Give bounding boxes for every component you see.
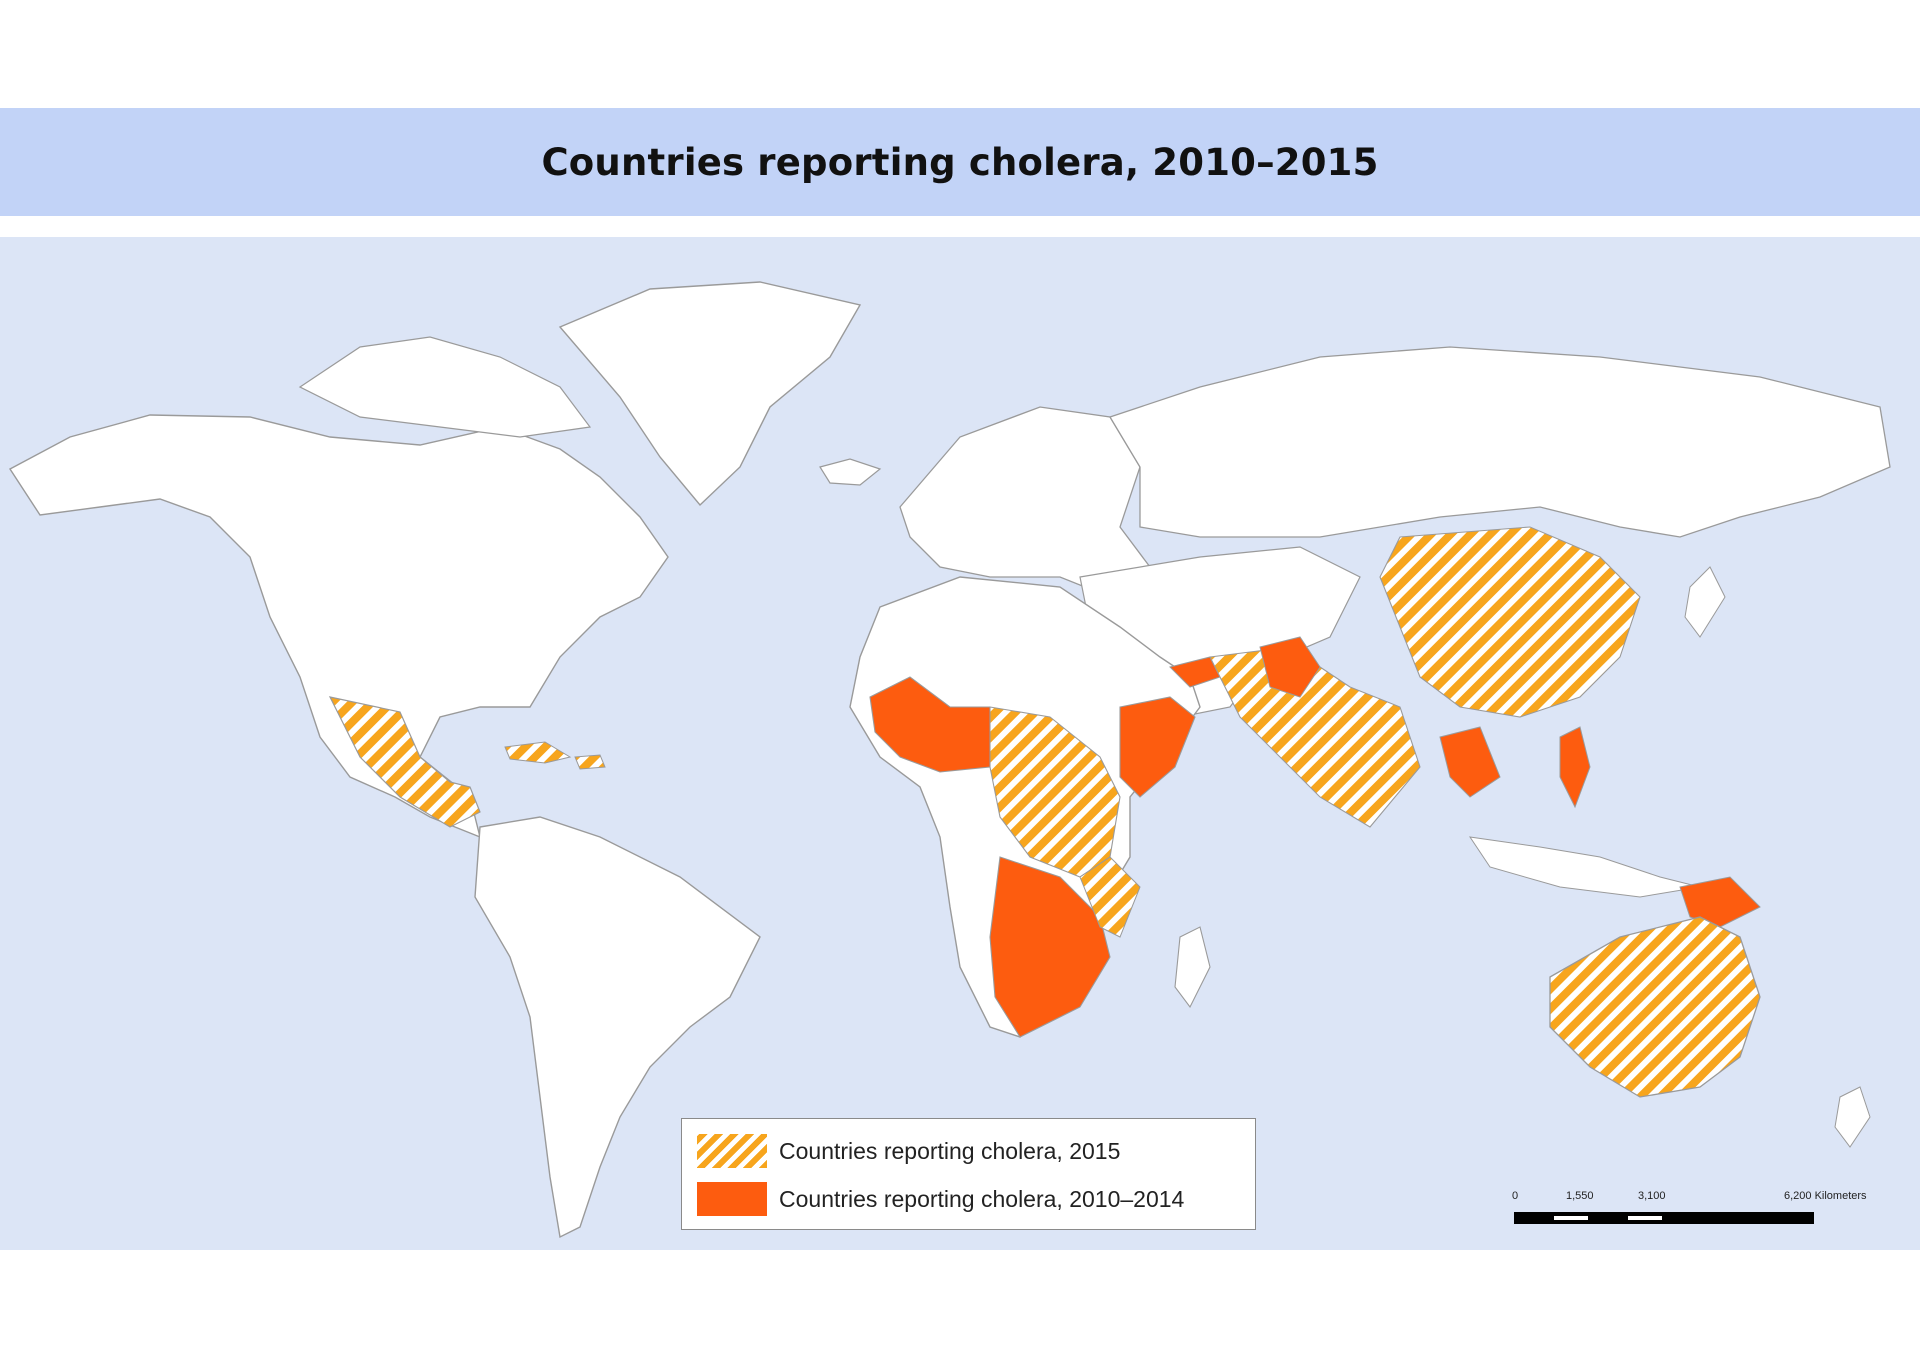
legend-label: Countries reporting cholera, 2010–2014 xyxy=(779,1185,1185,1212)
scale-tick: 1,550 xyxy=(1566,1190,1594,1202)
map-panel xyxy=(0,237,1920,1250)
scale-bar: 0 1,550 3,100 6,200 Kilometers xyxy=(1508,1190,1868,1230)
mexico xyxy=(328,696,481,828)
scale-tick: 6,200 Kilometers xyxy=(1784,1190,1867,1202)
southeast-asia xyxy=(1439,726,1501,798)
scale-bar-graphic xyxy=(1514,1212,1814,1224)
east-africa xyxy=(1119,696,1196,798)
world-map xyxy=(8,281,1891,1239)
legend-item-2010-2014: Countries reporting cholera, 2010–2014 xyxy=(697,1181,1184,1217)
new-zealand xyxy=(1834,1086,1871,1148)
europe xyxy=(899,406,1151,598)
papua-new-guinea xyxy=(1679,876,1761,928)
indonesia xyxy=(1468,836,1701,898)
scale-bar-ticks: 0 1,550 3,100 6,200 Kilometers xyxy=(1508,1190,1868,1206)
solid-swatch-icon xyxy=(697,1182,767,1216)
hispaniola xyxy=(574,754,606,770)
scale-tick: 3,100 xyxy=(1638,1190,1666,1202)
title-band: Countries reporting cholera, 2010–2015 xyxy=(0,108,1920,216)
hatched-swatch-icon xyxy=(697,1134,767,1168)
scale-bar-segment xyxy=(1628,1216,1662,1220)
japan xyxy=(1684,566,1726,638)
legend-item-2015: Countries reporting cholera, 2015 xyxy=(697,1133,1120,1169)
iceland xyxy=(819,458,882,486)
north-america xyxy=(8,414,669,839)
caribbean xyxy=(504,741,572,764)
madagascar xyxy=(1174,926,1211,1009)
china xyxy=(1379,526,1641,718)
south-america xyxy=(474,816,761,1239)
legend-label: Countries reporting cholera, 2015 xyxy=(779,1137,1121,1164)
russia xyxy=(1109,346,1891,538)
greenland xyxy=(558,281,862,507)
philippines xyxy=(1559,726,1591,809)
scale-tick: 0 xyxy=(1512,1190,1519,1202)
southern-africa xyxy=(989,856,1111,1038)
map-legend: Countries reporting cholera, 2015 Countr… xyxy=(681,1118,1256,1230)
mozambique xyxy=(1079,856,1141,938)
arctic-islands xyxy=(298,336,592,438)
pakistan xyxy=(1259,636,1321,698)
australia xyxy=(1549,916,1761,1098)
scale-bar-segment xyxy=(1554,1216,1588,1220)
map-title: Countries reporting cholera, 2010–2015 xyxy=(541,140,1379,184)
